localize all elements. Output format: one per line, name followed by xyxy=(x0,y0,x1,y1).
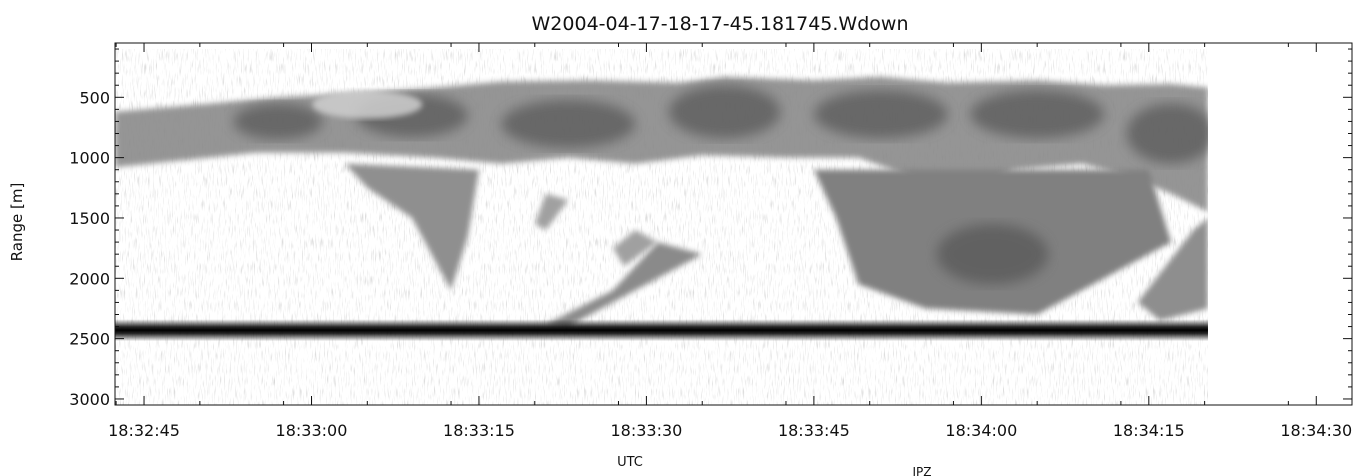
heatmap-field xyxy=(115,49,1208,406)
x-tick-label: 18:33:15 xyxy=(443,421,515,440)
x-tick-label: 18:33:30 xyxy=(610,421,682,440)
x-tick-label: 18:34:15 xyxy=(1113,421,1185,440)
fall-streak xyxy=(345,163,479,291)
axis-ticks xyxy=(115,43,1352,405)
y-tick-labels: 500 1000 1500 2000 2500 3000 xyxy=(69,88,110,409)
cloud-core xyxy=(936,224,1049,285)
cloud-core xyxy=(813,90,948,139)
fall-streak xyxy=(1137,218,1208,321)
footnote: JPZ xyxy=(912,465,932,476)
x-tick-label: 18:34:00 xyxy=(945,421,1017,440)
x-tick-label: 18:33:00 xyxy=(276,421,348,440)
y-tick-label: 1500 xyxy=(69,209,110,228)
artifact-line xyxy=(115,319,1208,342)
fall-streak xyxy=(545,242,703,327)
cloud-gap xyxy=(312,90,423,119)
cloud-core xyxy=(970,90,1105,139)
x-tick-label: 18:32:45 xyxy=(108,421,180,440)
y-tick-label: 1000 xyxy=(69,149,110,168)
x-axis-label: UTC xyxy=(617,455,643,470)
x-tick-label: 18:33:45 xyxy=(778,421,850,440)
cloud-core xyxy=(501,99,636,148)
y-tick-label: 2000 xyxy=(69,269,110,288)
cloud-core xyxy=(668,85,781,139)
y-tick-label: 3000 xyxy=(69,390,110,409)
chart-title: W2004-04-17-18-17-45.181745.Wdown xyxy=(532,13,909,35)
cloud-layer xyxy=(115,76,1208,327)
fall-streak xyxy=(534,193,569,230)
plot-frame xyxy=(114,42,1353,406)
cloud-core xyxy=(1126,103,1208,164)
y-axis-label: Range [m] xyxy=(8,183,26,262)
y-tick-label: 2500 xyxy=(69,330,110,349)
fall-streak xyxy=(612,230,658,267)
x-tick-labels: 18:32:45 18:33:00 18:33:15 18:33:30 18:33:45… xyxy=(108,421,1352,440)
cloud-core xyxy=(233,103,323,140)
x-tick-label: 18:34:30 xyxy=(1280,421,1352,440)
y-tick-label: 500 xyxy=(79,88,110,107)
